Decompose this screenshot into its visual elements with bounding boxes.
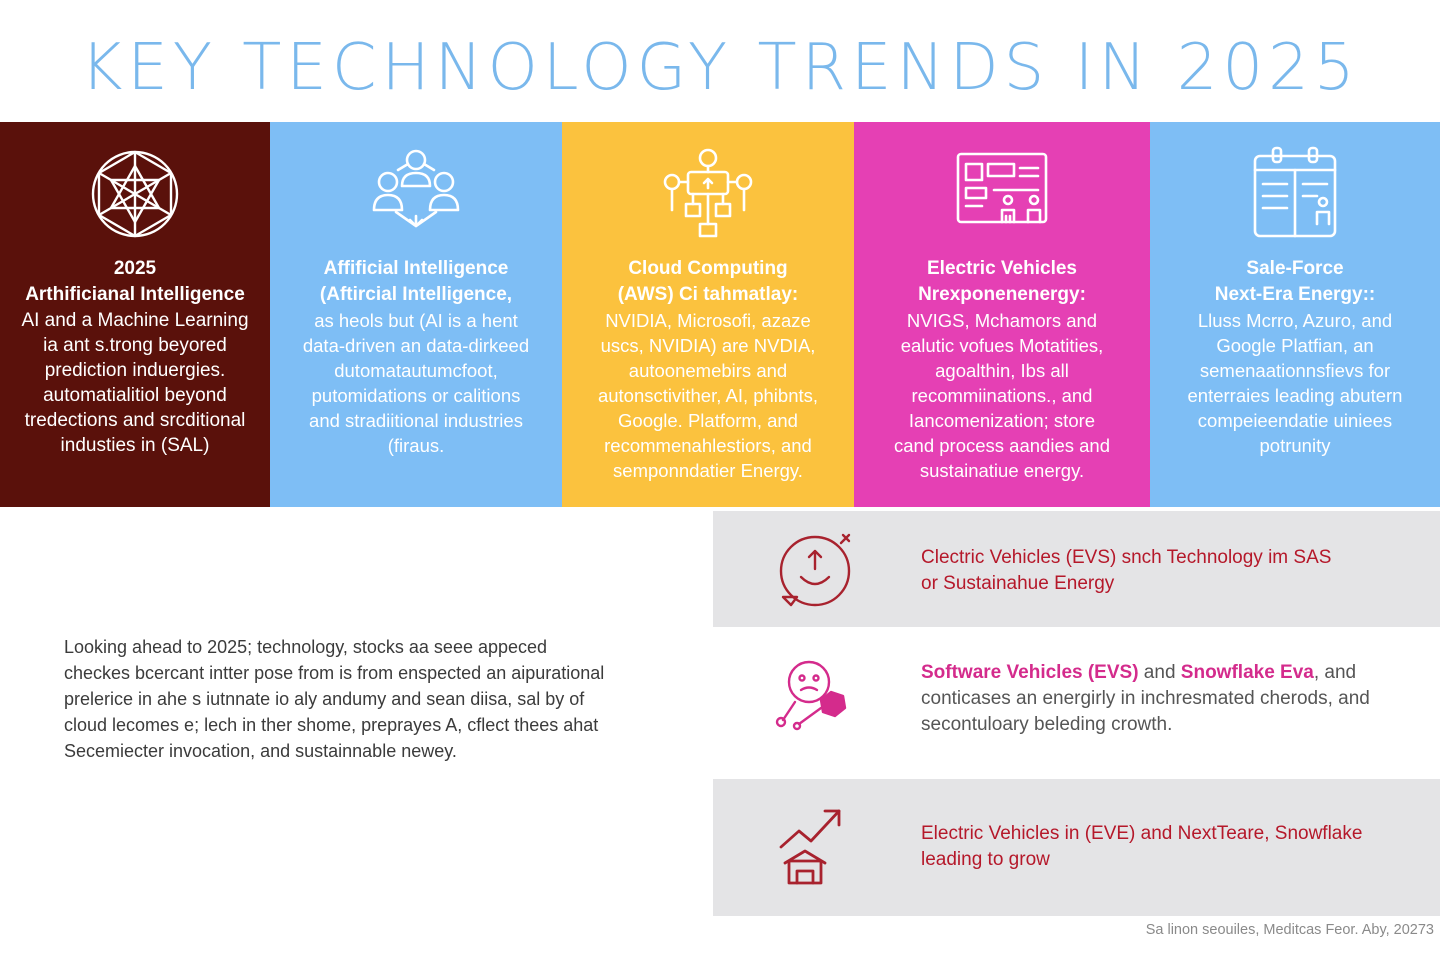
trend-card-cloud: Cloud Computing (AWS) Ci tahmatlay: NVIDI… [562,122,854,507]
card-heading: 2025 Arthificianal Intelligence [25,258,245,305]
card-heading: Affificial Intelligence (Aftircial Intell… [319,258,513,305]
cloud-network-icon [660,146,756,242]
trend-card-ml: Affificial Intelligence (Aftircial Intell… [270,122,562,507]
highlight-panel-2: Software Vehicles (EVS) and Snowflake Ev… [713,632,1440,750]
panel-text: Clectric Vehicles (EVS) snch Technology … [921,545,1420,597]
source-footer: Sa linon seouiles, Meditcas Feor. Aby, 2… [1145,922,1434,938]
card-body: NVIGS, Mchamors and ealutic vofues Motati… [894,310,1110,481]
intro-paragraph: Looking ahead to 2025; technology, stock… [64,637,605,761]
panel-text-segment: and [1138,662,1181,683]
calendar-document-icon [1247,146,1343,242]
panel-text: Electric Vehicles in (EVE) and NextTeare… [921,821,1420,873]
panel-text-segment: , and [1313,662,1357,683]
panel-text: Software Vehicles (EVS) and Snowflake Ev… [921,660,1420,738]
card-body: as heols but (AI is a hent data-driven an… [302,310,530,456]
panel-line: Software Vehicles (EVS) and Snowflake Ev… [921,660,1420,686]
panel-text-segment: Clectric Vehicles (EVS) snch Technology … [921,547,1332,568]
trend-cards: 2025 Arthificianal Intelligence AI and a … [0,122,1440,507]
card-body: AI and a Machine Learning ia ant s.trong … [21,310,249,456]
trend-card-ev: Electric Vehicles Nrexponenenergy: NVIGS,… [854,122,1150,507]
smile-cycle-icon [775,527,859,611]
highlight-panel-3: Electric Vehicles in (EVE) and NextTeare… [713,779,1440,916]
highlight-panel-1: Clectric Vehicles (EVS) snch Technology … [713,511,1440,627]
face-network-icon [775,652,859,736]
card-body: NVIDIA, Microsofi, azaze uscs, NVIDIA) ar… [597,310,819,481]
card-heading: Electric Vehicles Nrexponenenergy: [918,258,1086,305]
growth-chart-icon [775,805,859,889]
panel-text-segment: Snowflake Eva [1180,662,1314,683]
card-heading: Sale-Force Next-Era Energy:: [1214,258,1376,305]
panel-text-segment: or Sustainahue Energy [921,573,1115,594]
dashboard-panel-icon [954,146,1050,242]
panel-text-segment: leading to grow [921,849,1050,870]
people-network-icon [368,146,464,242]
card-body: Lluss Mcrro, Azuro, and Google Platfian, … [1187,310,1403,456]
panel-text-segment: conticases an energirly in inchresmated … [921,688,1370,709]
panel-text-segment: secontuloary beleding crowth. [921,714,1173,735]
page-title: KEY TECHNOLOGY TRENDS IN 2025 [80,31,1360,105]
panel-line: Electric Vehicles in (EVE) and NextTeare… [921,821,1420,847]
trend-card-ai: 2025 Arthificianal Intelligence AI and a … [0,122,270,507]
panel-line: leading to grow [921,847,1420,873]
panel-line: or Sustainahue Energy [921,571,1420,597]
panel-text-segment: in (EVE) and NextTeare, [1059,823,1275,844]
panel-text-segment: Snowflake [1274,823,1363,844]
trend-card-energy: Sale-Force Next-Era Energy:: Lluss Mcrro,… [1150,122,1440,507]
panel-text-segment: Electric Vehicles [921,823,1060,844]
panel-line: conticases an energirly in inchresmated … [921,686,1420,712]
card-heading: Cloud Computing (AWS) Ci tahmatlay: [617,258,799,305]
panel-line: secontuloary beleding crowth. [921,712,1420,738]
panel-text-segment: Software Vehicles (EVS) [921,662,1139,683]
panel-line: Clectric Vehicles (EVS) snch Technology … [921,545,1420,571]
geodesic-sphere-icon [87,146,183,242]
